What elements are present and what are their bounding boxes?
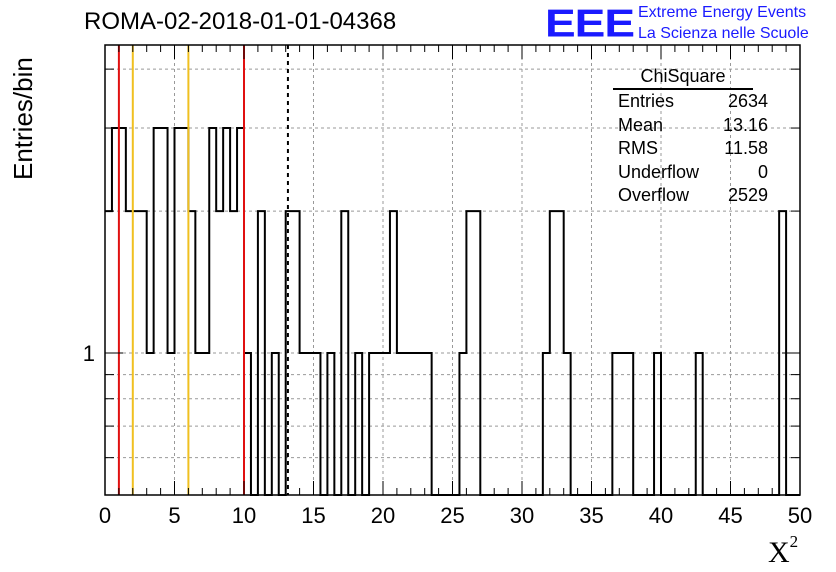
stats-row-rms: RMS 11.58 (618, 138, 768, 158)
x-tick-label: 25 (440, 503, 464, 528)
x-tick-label: 10 (232, 503, 256, 528)
x-tick-label: 45 (718, 503, 742, 528)
stats-row-underflow: Underflow 0 (618, 161, 768, 182)
eee-logo: EEE (545, 0, 635, 46)
x-tick-label: 30 (510, 503, 534, 528)
stats-title: ChiSquare (613, 66, 753, 90)
y-tick-label: 1 (83, 341, 95, 366)
stats-row-entries: Entries 2634 (618, 91, 768, 111)
stats-row-overflow: Overflow 2529 (618, 185, 768, 205)
x-tick-label: 35 (579, 503, 603, 528)
x-tick-label: 15 (301, 503, 325, 528)
x-tick-label: 40 (649, 503, 673, 528)
x-tick-label: 0 (99, 503, 111, 528)
marker-lines (117, 45, 289, 495)
x-tick-label: 5 (168, 503, 180, 528)
org-name-line2: La Scienza nelle Scuole (638, 25, 809, 42)
run-title: ROMA-02-2018-01-01-04368 (84, 8, 397, 35)
stats-row-mean: Mean 13.16 (618, 114, 768, 135)
histogram-bars (105, 127, 800, 496)
y-axis-label: Entries/bin (8, 57, 38, 180)
org-name-line1: Extreme Energy Events (638, 4, 807, 21)
x-tick-label: 20 (371, 503, 395, 528)
x-axis-label: X2 (768, 532, 799, 569)
histogram-line (105, 127, 800, 496)
x-tick-label: 50 (788, 503, 812, 528)
stats-box: ChiSquare Entries 2634 Mean 13.16 RMS 11.58… (610, 66, 776, 208)
axes-frame: 0 5 10 15 20 25 30 35 40 45 50 1 (83, 44, 812, 528)
